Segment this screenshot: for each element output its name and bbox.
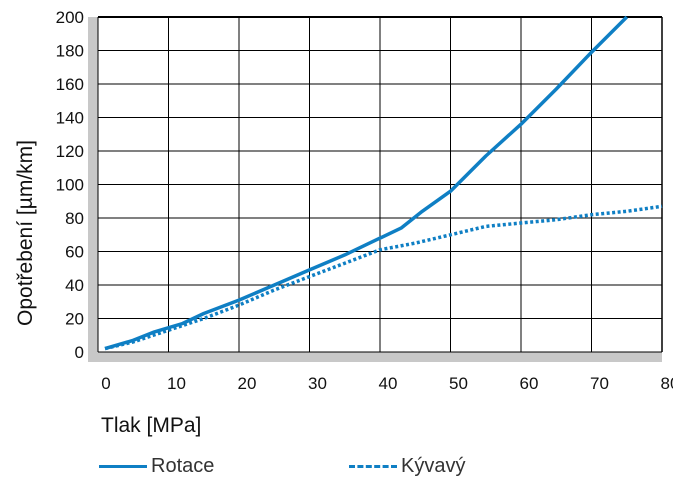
y-axis-bar (88, 17, 98, 362)
legend-item-rotace: Rotace (99, 454, 214, 478)
x-tick-label: 10 (167, 374, 186, 393)
y-tick-label: 140 (56, 109, 84, 128)
y-tick-label: 100 (56, 176, 84, 195)
legend-item-kyvavy: Kývavý (349, 454, 465, 478)
y-tick-label: 80 (65, 209, 84, 228)
y-tick-label: 60 (65, 243, 84, 262)
y-tick-label: 20 (65, 310, 84, 329)
legend: Rotace Kývavý (99, 454, 659, 480)
x-tick-labels: 0 10 20 30 40 50 60 70 80 (101, 374, 673, 393)
legend-label: Kývavý (401, 455, 466, 477)
x-tick-label: 0 (101, 374, 110, 393)
plot-frame (88, 17, 662, 362)
series-line-rotace (104, 15, 629, 351)
x-tick-label: 20 (238, 374, 257, 393)
legend-swatch-dashed (349, 464, 397, 468)
x-tick-label: 40 (379, 374, 398, 393)
y-tick-label: 160 (56, 75, 84, 94)
y-tick-labels: 0 20 40 60 80 100 120 140 160 180 200 (56, 8, 84, 362)
y-tick-label: 40 (65, 276, 84, 295)
y-tick-label: 180 (56, 42, 84, 61)
x-axis-bar (88, 352, 662, 362)
y-axis-title: Opotřebení [µm/km] (14, 140, 37, 326)
x-axis-title: Tlak [MPa] (101, 414, 202, 437)
legend-label: Rotace (151, 455, 215, 477)
series-line-kyvavy (104, 204, 663, 351)
x-tick-label: 80 (661, 374, 673, 393)
y-tick-label: 120 (56, 142, 84, 161)
x-tick-label: 30 (308, 374, 327, 393)
x-tick-label: 60 (520, 374, 539, 393)
legend-swatch-solid (99, 464, 147, 468)
x-tick-label: 50 (449, 374, 468, 393)
x-tick-label: 70 (590, 374, 609, 393)
y-tick-label: 200 (56, 8, 84, 27)
series-group (104, 15, 663, 351)
y-tick-label: 0 (75, 343, 84, 362)
grid (97, 16, 663, 353)
